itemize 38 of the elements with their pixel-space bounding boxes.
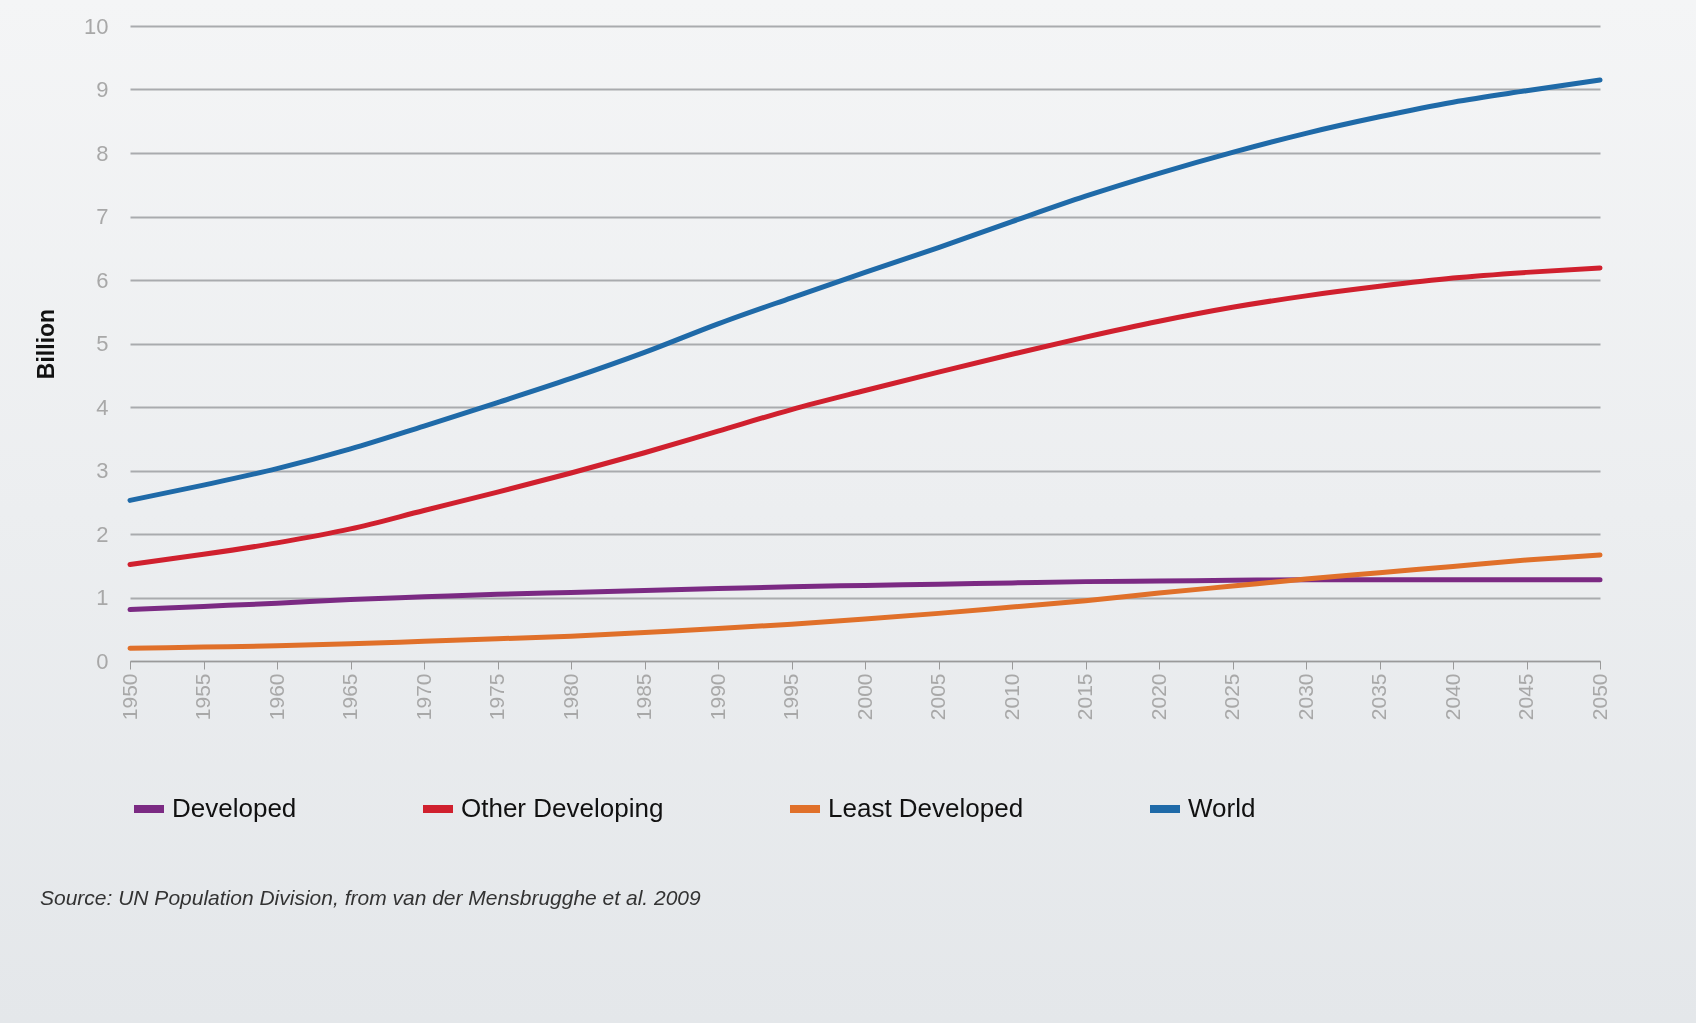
legend-label: Least Developed [828,793,1024,823]
legend-label: Other Developing [461,793,664,823]
x-tick-label: 2050 [1587,673,1611,721]
y-tick-label: 2 [96,521,109,547]
x-tick-label: 2025 [1220,673,1243,721]
x-tick-label: 2015 [1073,673,1096,721]
x-tick-label: 1960 [264,673,288,721]
x-tick-label: 2020 [1146,673,1170,721]
y-tick-label: 7 [96,204,109,229]
x-tick-label: 1985 [632,673,655,721]
x-tick-label: 1995 [779,673,802,721]
x-tick-label: 2010 [999,673,1023,721]
x-tick-label: 2005 [926,673,949,721]
legend-label: World [1188,793,1256,823]
x-tick-label: 2000 [852,673,876,721]
x-tick-label: 1970 [411,673,435,721]
x-tick-label: 2045 [1514,673,1537,721]
x-tick-label: 1980 [558,673,582,721]
y-tick-label: 9 [96,77,109,102]
y-tick-label: 4 [96,394,109,420]
x-tick-label: 1965 [338,673,361,721]
x-tick-label: 1975 [485,673,508,721]
y-tick-label: 3 [96,458,109,483]
x-tick-label: 1955 [191,673,214,721]
y-tick-label: 8 [96,140,109,166]
y-tick-label: 5 [96,331,109,356]
x-tick-label: 2030 [1293,673,1317,721]
x-tick-label: 2040 [1440,673,1464,721]
y-axis-title: Billion [33,308,60,380]
y-tick-label: 6 [96,267,109,293]
y-tick-label: 0 [96,648,109,674]
source-note: Source: UN Population Division, from van der Mensbrugghe et al. 2009 [39,885,702,910]
x-tick-label: 1950 [117,673,141,721]
legend-label: Developed [172,793,297,823]
x-tick-label: 2035 [1367,673,1390,721]
y-tick-label: 1 [96,585,109,610]
x-tick-label: 1990 [705,673,729,721]
y-tick-label: 10 [84,13,109,39]
